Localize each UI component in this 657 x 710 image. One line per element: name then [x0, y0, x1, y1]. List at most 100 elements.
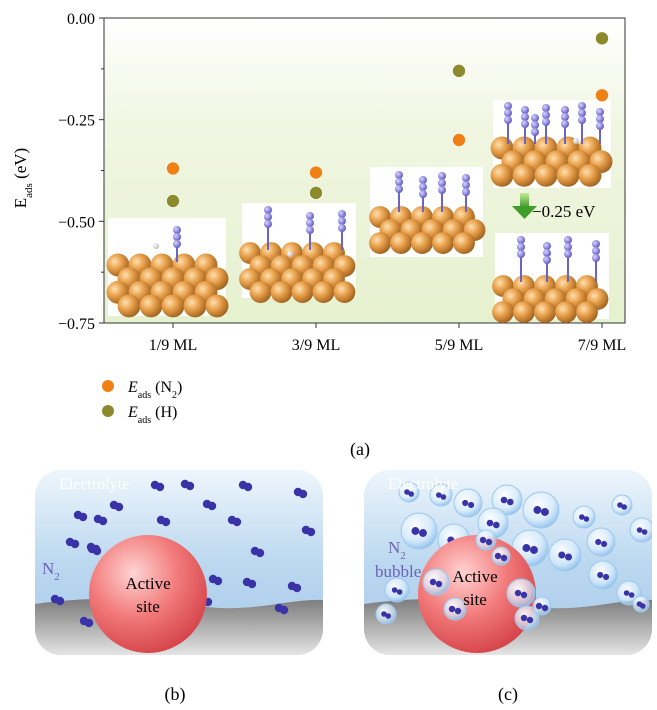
n2-molecule: [114, 502, 124, 512]
nitrogen-atom: [542, 104, 550, 112]
nitrogen-atom: [438, 186, 446, 194]
nitrogen-atom: [395, 185, 403, 193]
y-tick-label: −0.25: [58, 113, 95, 130]
nitrogen-atom: [564, 243, 572, 251]
y-tick-label: −0.50: [58, 214, 95, 231]
copper-atom: [312, 281, 335, 303]
nitrogen-atom: [264, 220, 272, 228]
point-h-1: [166, 194, 180, 208]
x-tick-label: 1/9 ML: [149, 337, 197, 354]
nitrogen-atom: [338, 224, 346, 232]
n2-molecule: [500, 496, 508, 504]
copper-atom: [291, 281, 314, 303]
nitrogen-atom: [438, 179, 446, 187]
hydrogen-atom: [287, 251, 293, 257]
n2-molecule: [185, 481, 195, 491]
n2-molecule: [597, 571, 604, 579]
n2-label: N2: [42, 559, 60, 583]
n2-molecule: [213, 576, 223, 586]
active-site: [418, 535, 536, 653]
n2-molecule: [558, 551, 566, 559]
n2-molecule: [621, 504, 627, 510]
n2-molecule: [454, 607, 462, 615]
copper-atom: [512, 163, 536, 187]
conductive-support-label: Conductive support: [476, 653, 602, 670]
panel-label-c: (c): [498, 684, 518, 705]
copper-atom: [534, 301, 556, 323]
nitrogen-atom: [173, 233, 181, 241]
structure-inset-3-9: [239, 203, 356, 303]
n2-molecule: [617, 502, 623, 508]
nitrogen-atom: [564, 236, 572, 244]
n2-molecule: [155, 482, 165, 492]
n2-molecule: [601, 540, 608, 548]
nitrogen-atom: [531, 121, 539, 129]
nitrogen-atom: [264, 213, 272, 221]
copper-atom: [432, 232, 454, 254]
panel-label-a: (a): [350, 439, 370, 460]
point-h-2: [309, 186, 323, 200]
n2-molecule: [462, 499, 469, 507]
nitrogen-atom: [264, 206, 272, 214]
n2-bubbles: [375, 481, 652, 625]
y-tick-label: 0.00: [67, 11, 95, 28]
nitrogen-atom: [462, 181, 470, 189]
copper-atom: [578, 163, 602, 187]
n2-molecule: [411, 527, 420, 535]
n2-molecule: [408, 491, 415, 497]
nitrogen-atom: [564, 250, 572, 258]
structure-inset-7-9-top: [490, 100, 613, 188]
nitrogen-atom: [306, 212, 314, 220]
n2-molecule: [636, 527, 643, 533]
y-tick-label: −0.75: [58, 316, 95, 333]
panel-b: Active site Electrolyte N2 Conductive su…: [35, 470, 323, 705]
n2-molecule: [207, 501, 217, 511]
n2-molecule: [639, 603, 646, 609]
nitrogen-atom: [306, 219, 314, 227]
n2-molecule: [381, 611, 387, 617]
n2-molecule: [526, 616, 534, 624]
x-tick-label: 3/9 ML: [292, 337, 340, 354]
n2-bubbles-front: [422, 529, 552, 631]
n2-molecule: [247, 579, 257, 589]
nitrogen-atom: [543, 249, 551, 257]
n2-molecule: [603, 573, 610, 581]
x-tick-label: 5/9 ML: [435, 337, 483, 354]
nitrogen-atom: [542, 111, 550, 119]
nitrogen-atom: [521, 113, 529, 121]
n2-molecule: [493, 521, 500, 529]
copper-atom: [270, 281, 293, 303]
n2-molecule: [98, 516, 108, 526]
hydrogen-atom: [573, 138, 579, 144]
n2-molecule: [565, 553, 573, 561]
legend-marker-n2: [102, 380, 114, 392]
structure-inset-1-9: [106, 218, 229, 318]
n2-molecule: [84, 618, 94, 628]
n2-molecules: [50, 479, 316, 628]
point-n2-3: [452, 133, 466, 147]
copper-atom: [513, 301, 535, 323]
nitrogen-atom: [592, 240, 600, 248]
copper-atom: [453, 232, 475, 254]
n2-bubble-label: N2: [388, 538, 406, 562]
copper-atom: [117, 294, 141, 318]
nitrogen-atom: [419, 190, 427, 198]
nitrogen-atom: [419, 183, 427, 191]
nitrogen-atom: [578, 116, 586, 124]
n2-molecule: [448, 605, 456, 613]
point-n2-2: [309, 165, 323, 180]
legend-label-n2: Eads (N2): [127, 379, 182, 401]
n2-molecule: [255, 548, 265, 558]
electrolyte-label: Electrolyte: [388, 476, 458, 493]
n2-molecule: [232, 517, 242, 527]
legend: Eads (N2) Eads (H): [102, 379, 182, 426]
point-h-3: [452, 64, 466, 78]
point-n2-4: [595, 88, 609, 103]
n2-molecule: [55, 596, 65, 606]
n2-molecule: [494, 552, 502, 560]
x-axis: 1/9 ML 3/9 ML 5/9 ML 7/9 ML: [149, 323, 626, 354]
n2-molecule: [579, 514, 585, 520]
n2-molecule: [404, 489, 410, 495]
electrolyte-label: Electrolyte: [59, 476, 129, 493]
n2-molecule: [429, 578, 437, 586]
